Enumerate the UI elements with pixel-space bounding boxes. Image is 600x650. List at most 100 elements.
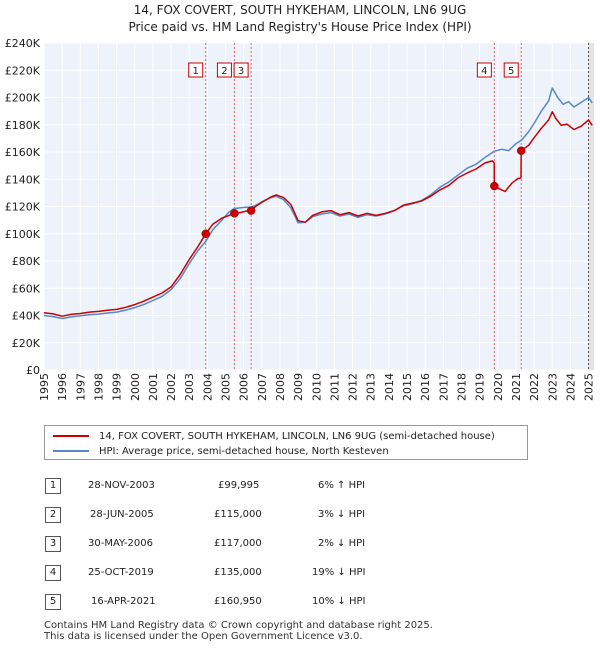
chart-title: 14, FOX COVERT, SOUTH HYKEHAM, LINCOLN, … bbox=[134, 3, 467, 17]
sale-row: 1 28-NOV-2003 £99,995 6% ↑ HPI bbox=[0, 477, 600, 497]
sale-point-3 bbox=[246, 206, 256, 215]
legend-swatch-hpi bbox=[53, 450, 89, 452]
x-tick-label: 2003 bbox=[183, 373, 196, 401]
legend-item-property: 14, FOX COVERT, SOUTH HYKEHAM, LINCOLN, … bbox=[53, 429, 495, 443]
sale-box-label-2: 2 bbox=[221, 66, 227, 77]
y-tick-label: £120K bbox=[5, 201, 41, 214]
y-tick-label: £100K bbox=[5, 228, 41, 241]
chart-subtitle: Price paid vs. HM Land Registry's House … bbox=[128, 20, 471, 34]
x-tick-label: 1998 bbox=[92, 373, 105, 401]
hpi-line bbox=[43, 87, 593, 320]
x-tick-label: 2000 bbox=[129, 373, 142, 401]
y-tick-label: £220K bbox=[5, 64, 41, 77]
sale-row: 2 28-JUN-2005 £115,000 3% ↓ HPI bbox=[0, 506, 600, 526]
x-tick-label: 2014 bbox=[383, 373, 396, 401]
sale-price: £135,000 bbox=[214, 567, 262, 578]
y-tick-label: £60K bbox=[12, 282, 41, 295]
x-tick-label: 2020 bbox=[492, 373, 505, 401]
x-tick-label: 2004 bbox=[201, 373, 214, 401]
x-tick-label: 2005 bbox=[220, 373, 233, 401]
sale-number: 3 bbox=[45, 536, 61, 552]
x-tick-label: 1996 bbox=[56, 373, 69, 401]
x-tick-label: 2019 bbox=[474, 373, 487, 401]
sale-price: £117,000 bbox=[214, 538, 262, 549]
sale-date: 25-OCT-2019 bbox=[88, 567, 154, 578]
x-tick-label: 2018 bbox=[455, 373, 468, 401]
sale-hpi-change: 19% ↓ HPI bbox=[312, 567, 366, 578]
sale-marker-lines bbox=[205, 43, 522, 370]
x-tick-label: 2022 bbox=[528, 373, 541, 401]
sale-points bbox=[201, 146, 526, 239]
y-tick-label: £80K bbox=[12, 255, 41, 268]
x-tick-label: 2017 bbox=[437, 373, 450, 401]
footer-licence: This data is licensed under the Open Gov… bbox=[44, 631, 363, 642]
sale-box-label-3: 3 bbox=[238, 66, 244, 77]
x-tick-label: 2023 bbox=[546, 373, 559, 401]
x-tick-label: 2024 bbox=[564, 373, 577, 401]
x-tick-label: 2025 bbox=[583, 373, 596, 401]
sale-box-label-4: 4 bbox=[481, 66, 487, 77]
sale-point-2 bbox=[230, 209, 239, 218]
sale-box-label-1: 1 bbox=[193, 66, 199, 77]
y-tick-label: £180K bbox=[5, 119, 41, 132]
x-tick-label: 2002 bbox=[165, 373, 178, 401]
x-tick-label: 2001 bbox=[147, 373, 160, 401]
sale-date: 28-JUN-2005 bbox=[90, 509, 154, 520]
x-tick-label: 2007 bbox=[256, 373, 269, 401]
sale-number: 1 bbox=[45, 478, 61, 494]
sale-price: £115,000 bbox=[214, 509, 262, 520]
x-tick-label: 2013 bbox=[365, 373, 378, 401]
x-tick-label: 2011 bbox=[328, 373, 341, 401]
series-lines bbox=[43, 87, 593, 320]
legend-swatch-property bbox=[53, 435, 89, 437]
x-tick-label: 2008 bbox=[274, 373, 287, 401]
sale-row: 5 16-APR-2021 £160,950 10% ↓ HPI bbox=[0, 593, 600, 613]
sale-box-2 bbox=[216, 62, 232, 78]
x-tick-label: 2009 bbox=[292, 373, 305, 401]
sale-date: 30-MAY-2006 bbox=[88, 538, 154, 549]
sale-hpi-change: 3% ↓ HPI bbox=[318, 509, 366, 520]
sale-box-1 bbox=[188, 62, 204, 78]
sale-number: 5 bbox=[45, 594, 61, 610]
sale-date: 16-APR-2021 bbox=[91, 596, 156, 607]
sale-hpi-change: 6% ↑ HPI bbox=[318, 480, 366, 491]
sale-number: 4 bbox=[45, 565, 61, 581]
x-tick-label: 2021 bbox=[510, 373, 523, 401]
y-tick-label: £160K bbox=[5, 146, 41, 159]
legend-label-property: 14, FOX COVERT, SOUTH HYKEHAM, LINCOLN, … bbox=[99, 430, 495, 442]
sale-box-5 bbox=[503, 62, 519, 78]
y-tick-label: £240K bbox=[5, 37, 41, 50]
sale-row: 4 25-OCT-2019 £135,000 19% ↓ HPI bbox=[0, 564, 600, 584]
sale-price: £160,950 bbox=[214, 596, 262, 607]
property-price-line bbox=[43, 111, 593, 317]
sale-hpi-change: 2% ↓ HPI bbox=[318, 538, 366, 549]
footer: Contains HM Land Registry data © Crown c… bbox=[44, 620, 433, 642]
y-tick-label: £40K bbox=[12, 310, 41, 323]
y-tick-label: £140K bbox=[5, 173, 41, 186]
y-tick-label: £20K bbox=[12, 337, 41, 350]
sale-point-5 bbox=[516, 146, 526, 155]
sale-box-label-5: 5 bbox=[508, 66, 514, 77]
y-tick-label: £0 bbox=[26, 364, 40, 377]
sale-point-1 bbox=[201, 229, 210, 239]
legend-label-hpi: HPI: Average price, semi-detached house,… bbox=[99, 445, 389, 457]
x-tick-label: 2010 bbox=[310, 373, 323, 401]
y-axis-ticks: £0 £20K £40K £60K £80K £100K £120K £140K £160K £1… bbox=[5, 37, 41, 377]
legend: 14, FOX COVERT, SOUTH HYKEHAM, LINCOLN, … bbox=[44, 425, 528, 460]
legend-item-hpi: HPI: Average price, semi-detached house,… bbox=[53, 444, 389, 458]
x-tick-label: 2006 bbox=[238, 373, 251, 401]
sale-hpi-change: 10% ↓ HPI bbox=[312, 596, 366, 607]
y-tick-label: £200K bbox=[5, 92, 41, 105]
footer-copyright: Contains HM Land Registry data © Crown c… bbox=[44, 620, 433, 631]
x-tick-label: 1999 bbox=[111, 373, 124, 401]
future-shade bbox=[588, 43, 594, 370]
sale-box-3 bbox=[233, 62, 249, 78]
sale-box-4 bbox=[476, 62, 492, 78]
sale-date: 28-NOV-2003 bbox=[88, 480, 155, 491]
x-axis-ticks: 1995 1996 1997 1998 1999 2000 2001 2002 2003 2004… bbox=[38, 373, 596, 401]
sale-row: 3 30-MAY-2006 £117,000 2% ↓ HPI bbox=[0, 535, 600, 555]
price-chart: 14, FOX COVERT, SOUTH HYKEHAM, LINCOLN, … bbox=[5, 3, 596, 401]
x-tick-label: 1995 bbox=[38, 373, 51, 401]
sale-number: 2 bbox=[45, 507, 61, 523]
